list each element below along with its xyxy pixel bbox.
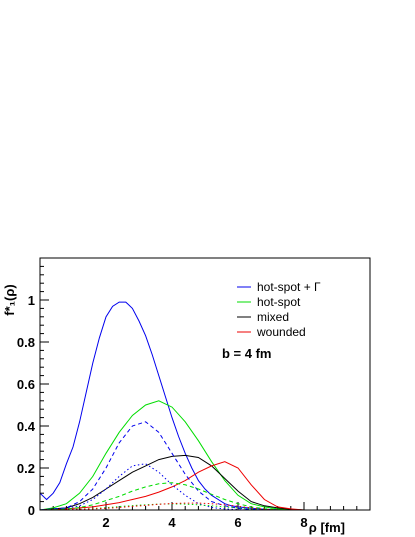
x-tick-label: 8	[300, 515, 307, 530]
series-line-3	[39, 461, 305, 511]
x-tick-label: 6	[234, 515, 241, 530]
legend-label: mixed	[257, 310, 289, 324]
series-line-2	[39, 454, 305, 511]
series-line-8	[39, 502, 304, 511]
legend-label: hot-spot	[257, 295, 301, 309]
y-tick-label: 1	[28, 293, 35, 308]
x-tick-label: 2	[102, 515, 109, 530]
y-tick-label: 0.2	[17, 461, 35, 476]
plot-frame	[39, 257, 371, 511]
y-tick-label: 0	[28, 503, 35, 518]
series-line-1	[39, 400, 305, 511]
y-axis-title: f*₁(ρ)	[2, 284, 17, 315]
tick-labels: 2 4 6 8 0 0.2 0.4 0.6 0.8 1	[17, 293, 308, 530]
x-tick-label: 4	[168, 515, 176, 530]
y-tick-label: 0.4	[17, 419, 36, 434]
series-line-4	[39, 421, 304, 511]
legend-label: hot-spot + Γ	[257, 280, 321, 294]
series-line-6	[39, 482, 304, 511]
y-tick-label: 0.6	[17, 377, 35, 392]
annotation-impact-parameter: b = 4 fm	[222, 346, 272, 361]
x-axis-title: ρ [fm]	[309, 520, 345, 535]
y-tick-label: 0.8	[17, 335, 35, 350]
legend-label: wounded	[256, 325, 306, 339]
